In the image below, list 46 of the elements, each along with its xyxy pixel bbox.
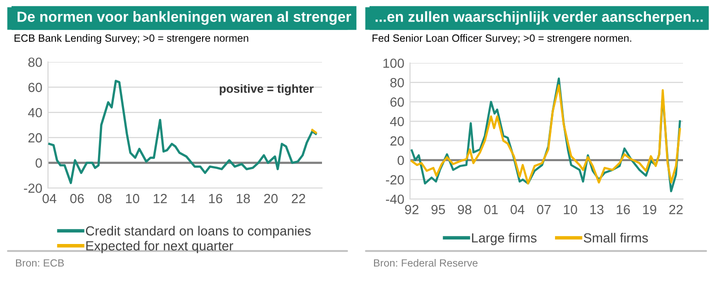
x-tick-label: 92 <box>405 204 418 214</box>
x-tick-label: 19 <box>643 204 656 214</box>
x-tick-label: 04 <box>510 204 524 214</box>
x-tick-label: 16 <box>209 194 222 204</box>
x-tick-label: 18 <box>236 194 250 204</box>
y-tick-label: -20 <box>24 184 42 193</box>
legend-label: Small firms <box>584 232 648 243</box>
y-tick-label: -20 <box>386 175 404 184</box>
x-tick-label: 13 <box>590 204 604 214</box>
y-tick-label: 20 <box>28 133 42 143</box>
y-tick-label: 60 <box>28 82 42 92</box>
legend-label: Large firms <box>472 232 537 246</box>
y-tick-label: 40 <box>390 116 404 126</box>
x-tick-label: 95 <box>431 204 445 214</box>
y-tick-label: 40 <box>28 108 42 118</box>
chart-subtitle: Fed Senior Loan Officer Survey; >0 = strengere normen. <box>372 34 632 44</box>
y-tick-label: 60 <box>390 97 404 107</box>
x-tick-label: 08 <box>98 194 112 204</box>
x-tick-label: 22 <box>292 194 306 204</box>
x-tick-label: 20 <box>264 194 278 204</box>
text: Bron: ECB <box>16 259 64 267</box>
y-tick-label: 0 <box>36 158 42 168</box>
x-tick-label: 12 <box>154 194 167 204</box>
legend-label: Credit standard on loans to companies <box>86 226 311 238</box>
legend-label: Expected for next quarter <box>86 240 234 254</box>
y-tick-label: 100 <box>383 58 404 68</box>
text: Bron: Federal Reserve <box>374 259 478 267</box>
chart-title: De normen voor bankleningen waren al strenger <box>18 11 352 25</box>
annotation: positive = tighter <box>220 84 314 96</box>
y-tick-label: 20 <box>390 136 404 146</box>
y-tick-label: 80 <box>390 78 404 88</box>
x-tick-label: 01 <box>484 204 498 214</box>
chart-subtitle: ECB Bank Lending Survey; >0 = strengere normen <box>14 34 248 44</box>
x-tick-label: 14 <box>181 194 195 204</box>
x-tick-label: 10 <box>564 204 578 214</box>
x-tick-label: 16 <box>616 204 630 214</box>
x-tick-label: 07 <box>537 204 551 214</box>
x-tick-label: 22 <box>669 204 683 214</box>
x-tick-label: 10 <box>126 194 140 204</box>
y-tick-label: -40 <box>386 194 404 204</box>
chart-title: ...en zullen waarschijnlijk verder aanscherpen... <box>376 11 703 25</box>
x-tick-label: 98 <box>458 204 472 214</box>
y-tick-label: 0 <box>398 156 404 166</box>
y-tick-label: 80 <box>28 58 42 67</box>
x-tick-label: 06 <box>70 194 84 204</box>
x-tick-label: 04 <box>42 194 56 204</box>
